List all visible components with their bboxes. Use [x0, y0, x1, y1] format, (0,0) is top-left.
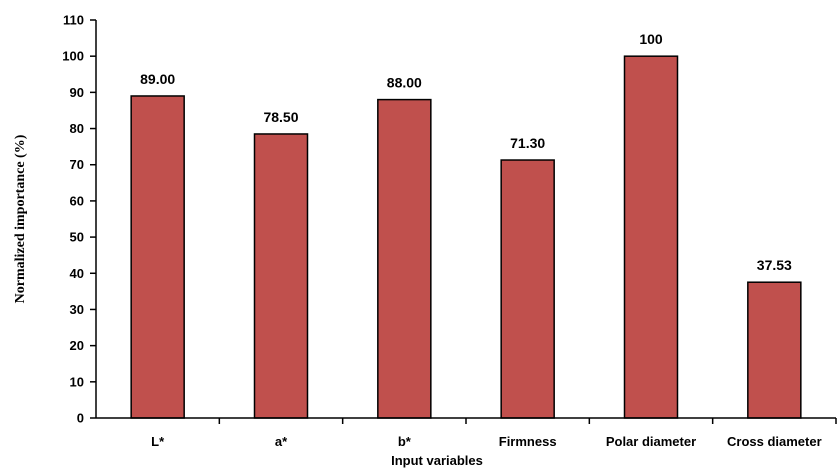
data-label: 89.00: [140, 71, 175, 87]
y-tick-label: 110: [63, 13, 84, 28]
y-tick-label: 30: [70, 302, 84, 317]
data-labels: 89.00 78.50 88.00 71.30 100 37.53: [140, 31, 792, 273]
data-label: 78.50: [263, 109, 298, 125]
data-label: 37.53: [757, 257, 792, 273]
x-category-label: a*: [275, 434, 288, 449]
y-tick-label: 10: [70, 374, 84, 389]
x-axis-category-labels: L* a* b* Firmness Polar diameter Cross diamet…: [151, 418, 837, 449]
x-category-label: L*: [151, 434, 165, 449]
x-category-label: Firmness: [499, 434, 557, 449]
y-tick-label: 60: [70, 193, 84, 208]
y-tick-label: 40: [70, 266, 84, 281]
x-category-label: Cross diameter: [727, 434, 822, 449]
x-category-label: Polar diameter: [606, 434, 696, 449]
y-axis-title: Normalized importance (%): [13, 134, 28, 303]
y-axis-ticks: 0 10 20 30 40 50 60 70 80 90 100 110: [62, 13, 96, 426]
y-tick-label: 80: [70, 121, 84, 136]
bar: [377, 98, 432, 419]
bars: [130, 55, 802, 419]
x-axis-title: Input variables: [391, 453, 483, 468]
data-label: 100: [639, 31, 663, 47]
x-category-label: b*: [398, 434, 412, 449]
bar: [500, 159, 555, 419]
y-tick-label: 100: [62, 49, 84, 64]
bar: [747, 281, 802, 419]
y-tick-label: 90: [70, 85, 84, 100]
y-tick-label: 50: [70, 230, 84, 245]
data-label: 71.30: [510, 135, 545, 151]
data-label: 88.00: [387, 75, 422, 91]
bar: [253, 133, 309, 419]
y-tick-label: 70: [70, 157, 84, 172]
y-tick-label: 20: [70, 338, 84, 353]
bar: [130, 95, 185, 419]
bar: [623, 55, 679, 419]
y-tick-label: 0: [77, 411, 84, 426]
